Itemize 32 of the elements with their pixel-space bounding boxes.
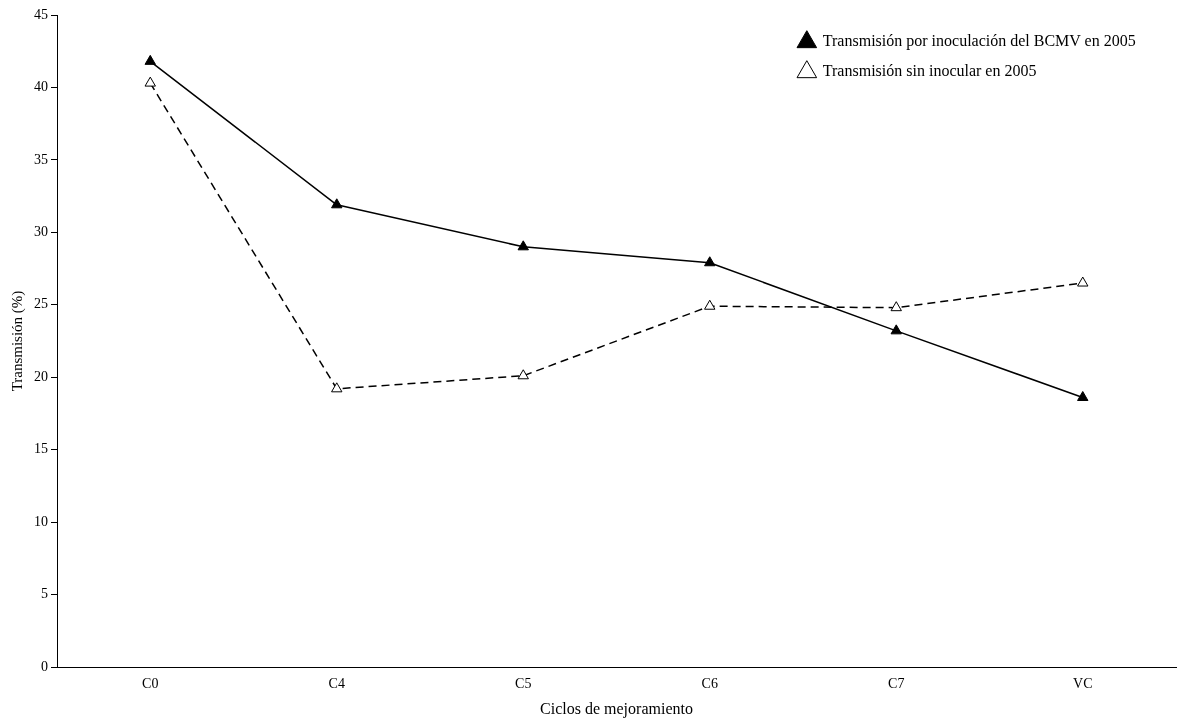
y-tick-label: 30 <box>34 224 48 240</box>
x-tick-label: VC <box>1073 676 1093 692</box>
point <box>704 256 716 267</box>
point <box>517 240 529 251</box>
point <box>331 382 343 393</box>
point <box>1077 391 1089 402</box>
y-tick-label: 0 <box>41 658 48 674</box>
x-tick-label: C7 <box>888 676 905 692</box>
x-tick-label: C4 <box>328 676 345 692</box>
point <box>890 324 902 335</box>
y-tick-label: 35 <box>34 151 48 167</box>
x-tick-label: C6 <box>701 676 718 692</box>
y-tick-label: 5 <box>41 586 48 602</box>
point <box>704 299 716 310</box>
y-tick-label: 20 <box>34 368 48 384</box>
y-tick-label: 10 <box>34 513 48 529</box>
y-tick-label: 15 <box>34 441 48 457</box>
point <box>144 54 156 65</box>
y-axis-title: Transmisión (%) <box>8 290 26 392</box>
point <box>1077 276 1089 287</box>
x-tick-label: C0 <box>142 676 159 692</box>
y-tick-label: 25 <box>34 296 48 312</box>
legend-label: Transmisión sin inocular en 2005 <box>822 62 1037 80</box>
point <box>517 369 529 380</box>
y-tick-label: 40 <box>34 79 48 95</box>
point <box>331 198 343 209</box>
legend-label: Transmisión por inoculación del BCMV en 2005 <box>822 32 1136 51</box>
x-axis-title: Ciclos de mejoramiento <box>540 699 693 718</box>
y-tick-label: 45 <box>34 6 48 22</box>
point <box>144 76 156 87</box>
x-tick-label: C5 <box>515 676 532 692</box>
point <box>890 301 902 312</box>
